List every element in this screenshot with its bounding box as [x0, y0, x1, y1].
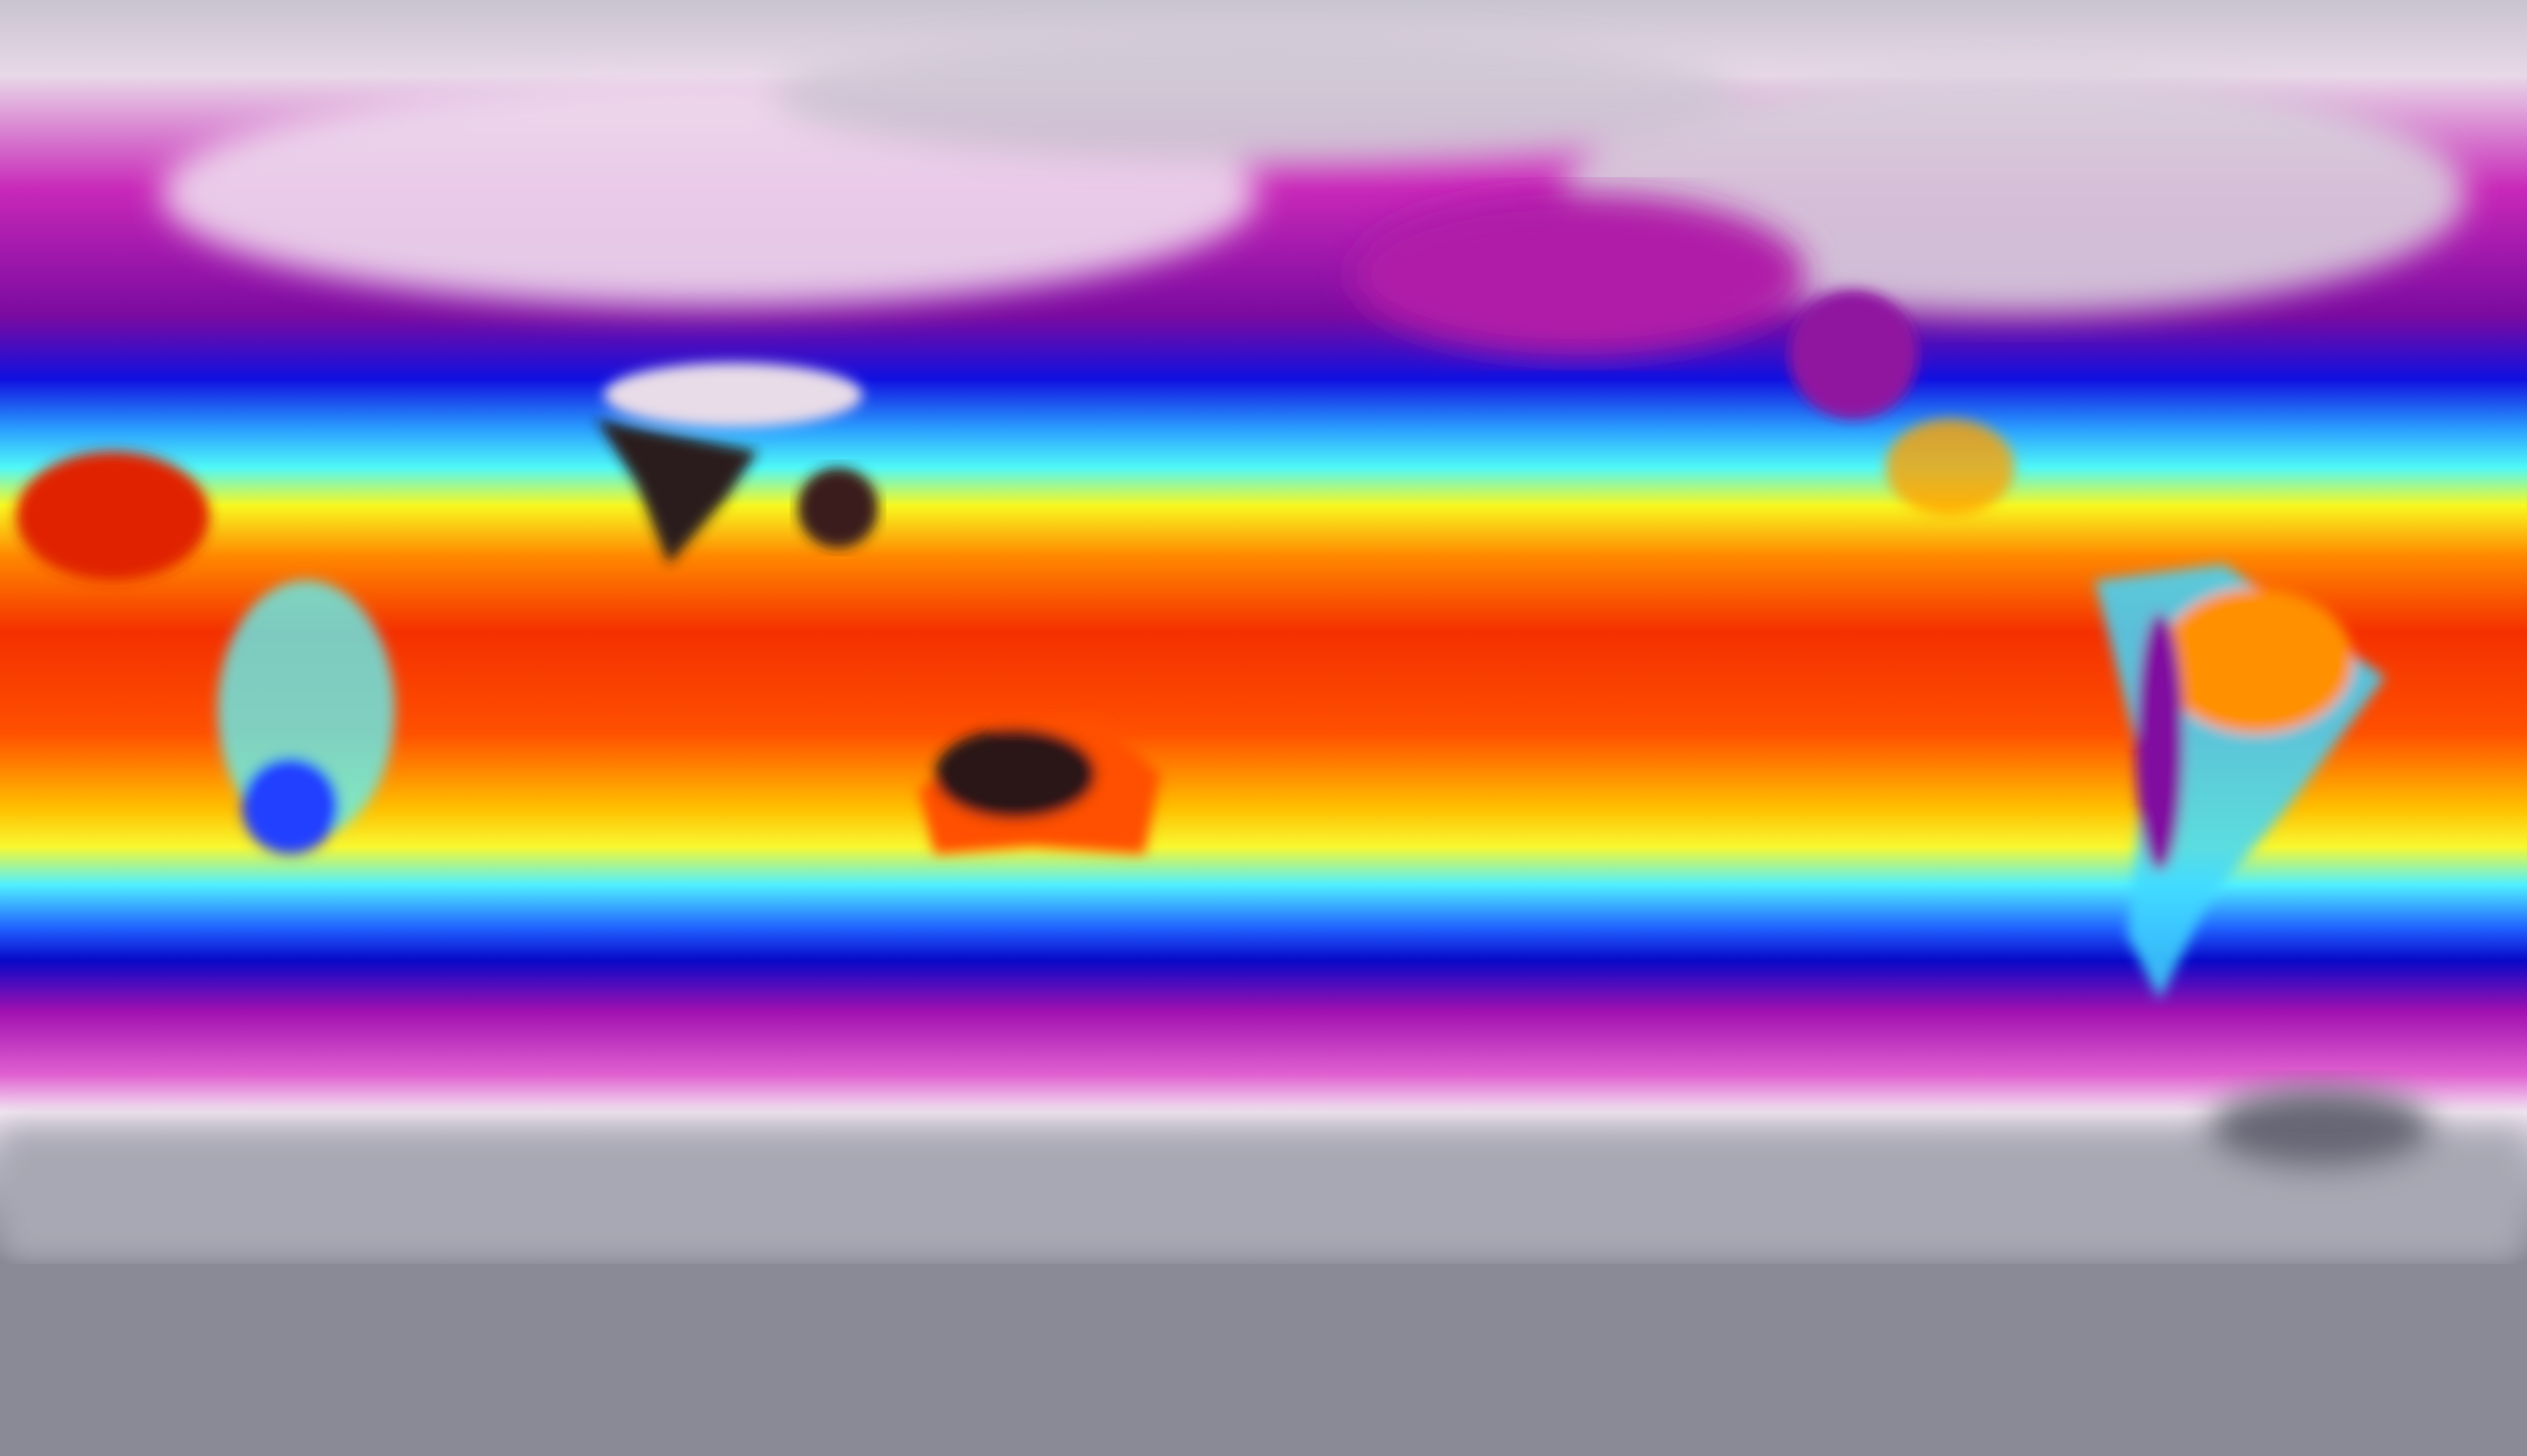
north-pacific-warm-tongue — [1353, 193, 1805, 355]
australia — [918, 717, 1160, 855]
south-america — [2095, 564, 2385, 1000]
antarctica — [0, 1088, 2527, 1264]
southeast-asia — [798, 467, 878, 548]
temperature-map — [0, 0, 2527, 1264]
india — [596, 362, 862, 565]
africa — [16, 451, 395, 855]
north-america-west — [1789, 290, 2015, 516]
